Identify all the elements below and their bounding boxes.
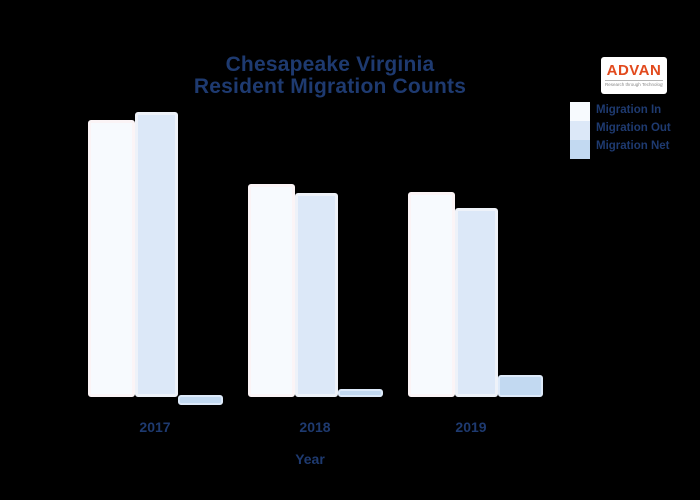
advan-logo-text: ADVAN [606,62,662,79]
chart-title-line2: Resident Migration Counts [193,75,467,98]
chart-title: Chesapeake Virginia Resident Migration C… [60,54,600,98]
bar-migration-in-2018 [248,184,295,397]
advan-logo-tagline: Research through Technology [605,80,663,87]
legend-swatch-1 [570,121,590,140]
x-tick-2017: 2017 [139,419,171,435]
bar-migration-out-2018 [295,193,338,397]
legend-swatch-2 [570,140,590,159]
x-tick-2019: 2019 [455,419,487,435]
bar-migration-net-2017 [178,395,223,405]
bar-migration-in-2017 [88,120,135,397]
legend-swatches [570,102,590,159]
advan-logo: ADVAN Research through Technology [601,57,667,94]
legend-label-2: Migration Net [596,140,670,152]
bar-migration-out-2019 [455,208,498,397]
x-tick-2018: 2018 [299,419,331,435]
x-axis-title: Year [295,451,325,467]
legend-label-0: Migration In [596,104,662,116]
legend-label-1: Migration Out [596,122,671,134]
legend-labels: Migration In Migration Out Migration Net [596,101,671,155]
bar-migration-net-2018 [338,389,383,397]
bar-migration-out-2017 [135,112,178,397]
legend-swatch-0 [570,102,590,121]
bar-migration-in-2019 [408,192,455,397]
chart-title-line1: Chesapeake Virginia [225,53,435,76]
bar-migration-net-2019 [498,375,543,397]
